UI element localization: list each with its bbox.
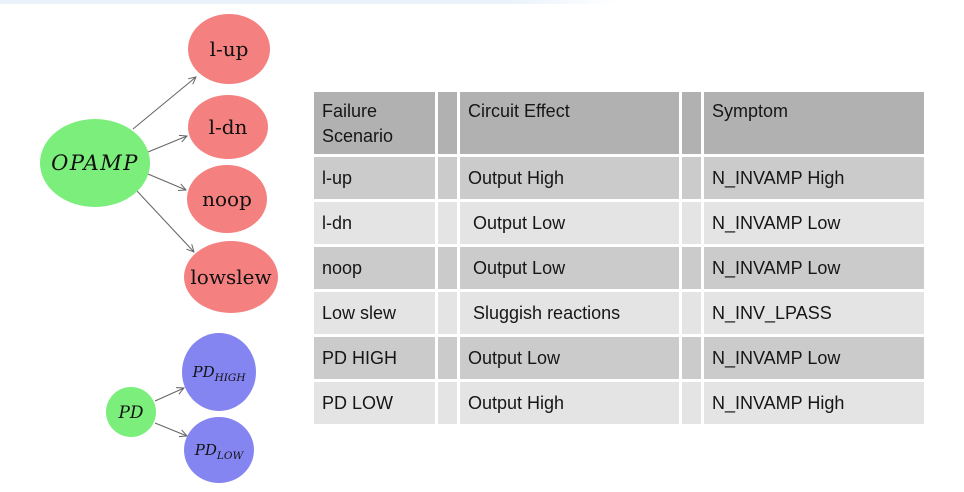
node-lowslew-label: lowslew xyxy=(190,265,271,289)
node-lup-label: l-up xyxy=(210,37,249,61)
cell-spacer xyxy=(438,202,457,244)
cell-spacer xyxy=(438,292,457,334)
cell-scenario-5: PD LOW xyxy=(314,382,435,424)
pdhigh-subscript-text: HIGH xyxy=(214,372,247,384)
cell-scenario-2: noop xyxy=(314,247,435,289)
node-lup-shape xyxy=(188,14,270,84)
cell-symptom-4: N_INVAMP Low xyxy=(704,337,924,379)
pdlow-base-text: PD xyxy=(194,441,217,459)
cell-scenario-4: PD HIGH xyxy=(314,337,435,379)
cell-effect-5: Output High xyxy=(460,382,679,424)
pdlow-subscript-text: LOW xyxy=(216,450,245,462)
cell-symptom-2: N_INVAMP Low xyxy=(704,247,924,289)
cell-effect-3: Sluggish reactions xyxy=(460,292,679,334)
cell-symptom-0: N_INVAMP High xyxy=(704,157,924,199)
edge-opamp-to-lowslew xyxy=(136,190,194,252)
node-pdlow-label: PDLOW xyxy=(194,441,245,462)
cell-effect-1: Output Low xyxy=(460,202,679,244)
node-pdlow-shape xyxy=(184,417,254,483)
edge-pd-to-pdhigh xyxy=(154,388,184,402)
top-edge-highlight xyxy=(0,0,618,4)
header-symptom: Symptom xyxy=(704,92,924,154)
cell-spacer xyxy=(438,337,457,379)
cell-spacer xyxy=(682,337,701,379)
cell-scenario-0: l-up xyxy=(314,157,435,199)
cell-spacer xyxy=(438,157,457,199)
cell-effect-2: Output Low xyxy=(460,247,679,289)
cell-symptom-5: N_INVAMP High xyxy=(704,382,924,424)
cell-effect-0: Output High xyxy=(460,157,679,199)
node-pd-shape xyxy=(106,387,156,437)
node-opamp-shape xyxy=(40,119,150,207)
node-pdhigh-shape xyxy=(182,333,256,411)
cell-spacer xyxy=(438,247,457,289)
cell-spacer xyxy=(682,202,701,244)
cell-scenario-3: Low slew xyxy=(314,292,435,334)
pdhigh-base-text: PD xyxy=(192,363,215,381)
edge-opamp-to-noop xyxy=(147,173,186,190)
cell-spacer xyxy=(682,247,701,289)
cell-spacer xyxy=(682,157,701,199)
header-failure-scenario: Failure Scenario xyxy=(314,92,435,154)
header-spacer-1 xyxy=(438,92,457,154)
cell-scenario-1: l-dn xyxy=(314,202,435,244)
failure-scenario-table: Failure Scenario Circuit Effect Symptom … xyxy=(314,92,924,424)
header-circuit-effect: Circuit Effect xyxy=(460,92,679,154)
node-lowslew-shape xyxy=(184,241,278,313)
node-noop-shape xyxy=(187,165,267,233)
node-pd-label: PD xyxy=(117,403,143,423)
failure-mode-diagram: OPAMP l-up l-dn noop lowslew PD PDHIGH P… xyxy=(40,14,278,483)
node-ldn-shape xyxy=(188,95,268,159)
edge-opamp-to-lup xyxy=(132,77,196,130)
node-ldn-label: l-dn xyxy=(209,115,248,139)
node-noop-label: noop xyxy=(202,187,252,211)
edge-pd-to-pdlow xyxy=(154,422,187,436)
node-pdhigh-label: PDHIGH xyxy=(192,363,247,384)
node-opamp-label: OPAMP xyxy=(51,151,139,175)
cell-symptom-1: N_INVAMP Low xyxy=(704,202,924,244)
cell-spacer xyxy=(682,382,701,424)
edge-opamp-to-ldn xyxy=(147,136,187,153)
cell-spacer xyxy=(682,292,701,334)
cell-spacer xyxy=(438,382,457,424)
cell-symptom-3: N_INV_LPASS xyxy=(704,292,924,334)
header-spacer-2 xyxy=(682,92,701,154)
cell-effect-4: Output Low xyxy=(460,337,679,379)
